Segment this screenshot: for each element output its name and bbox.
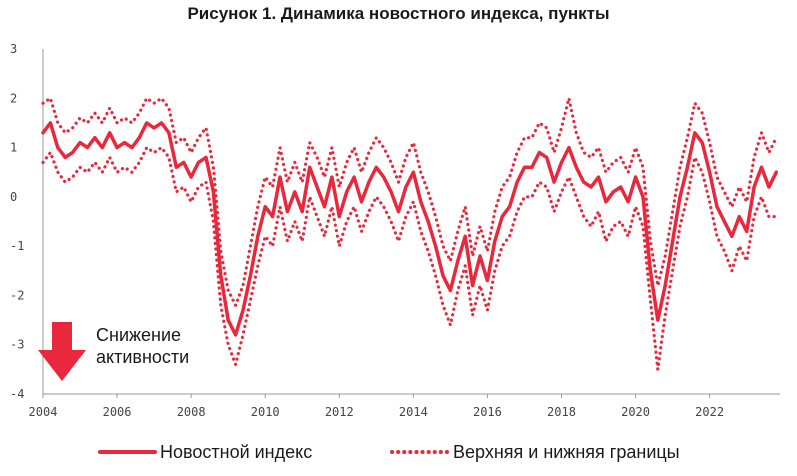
- x-tick-label: 2012: [325, 405, 354, 419]
- x-tick-label: 2014: [399, 405, 428, 419]
- annotation-line-2: активности: [96, 347, 189, 367]
- x-tick-label: 2016: [473, 405, 502, 419]
- annotation-line-1: Снижение: [96, 325, 181, 345]
- y-tick-label: 1: [10, 141, 17, 155]
- y-tick-label: -3: [10, 338, 24, 352]
- series-upper-bound: [41, 96, 778, 307]
- x-tick-label: 2006: [103, 405, 132, 419]
- x-tick-label: 2010: [251, 405, 280, 419]
- annotation: Снижение активности: [38, 322, 189, 381]
- y-tick-label: 2: [10, 91, 17, 105]
- x-tick-label: 2022: [695, 405, 724, 419]
- y-tick-label: -1: [10, 239, 24, 253]
- chart-title: Рисунок 1. Динамика новостного индекса, …: [187, 4, 610, 23]
- x-tick-label: 2008: [177, 405, 206, 419]
- series-layer: [41, 96, 779, 371]
- legend-item-solid: Новостной индекс: [98, 442, 312, 462]
- y-tick-label: -4: [10, 387, 24, 401]
- legend-label-solid: Новостной индекс: [160, 442, 312, 462]
- legend: Новостной индекс Верхняя и нижняя границ…: [98, 442, 680, 462]
- series-news-index: [41, 121, 779, 337]
- x-tick-label: 2018: [547, 405, 576, 419]
- x-tick-label: 2004: [29, 405, 58, 419]
- series-lower-bound: [41, 146, 778, 371]
- y-tick-label: 3: [10, 42, 17, 56]
- y-tick-label: -2: [10, 288, 24, 302]
- axes: [42, 49, 780, 395]
- arrow-down-icon: [38, 322, 86, 381]
- legend-label-dotted: Верхняя и нижняя границы: [453, 442, 680, 462]
- legend-item-dotted: Верхняя и нижняя границы: [390, 442, 680, 462]
- x-tick-label: 2020: [621, 405, 650, 419]
- x-tick-labels: 2004 2006 2008 2010 2012 2014 2016 2018 2020 2022: [29, 394, 724, 419]
- y-tick-labels: 3 2 1 0 -1 -2 -3 -4: [10, 42, 24, 401]
- y-tick-label: 0: [10, 190, 17, 204]
